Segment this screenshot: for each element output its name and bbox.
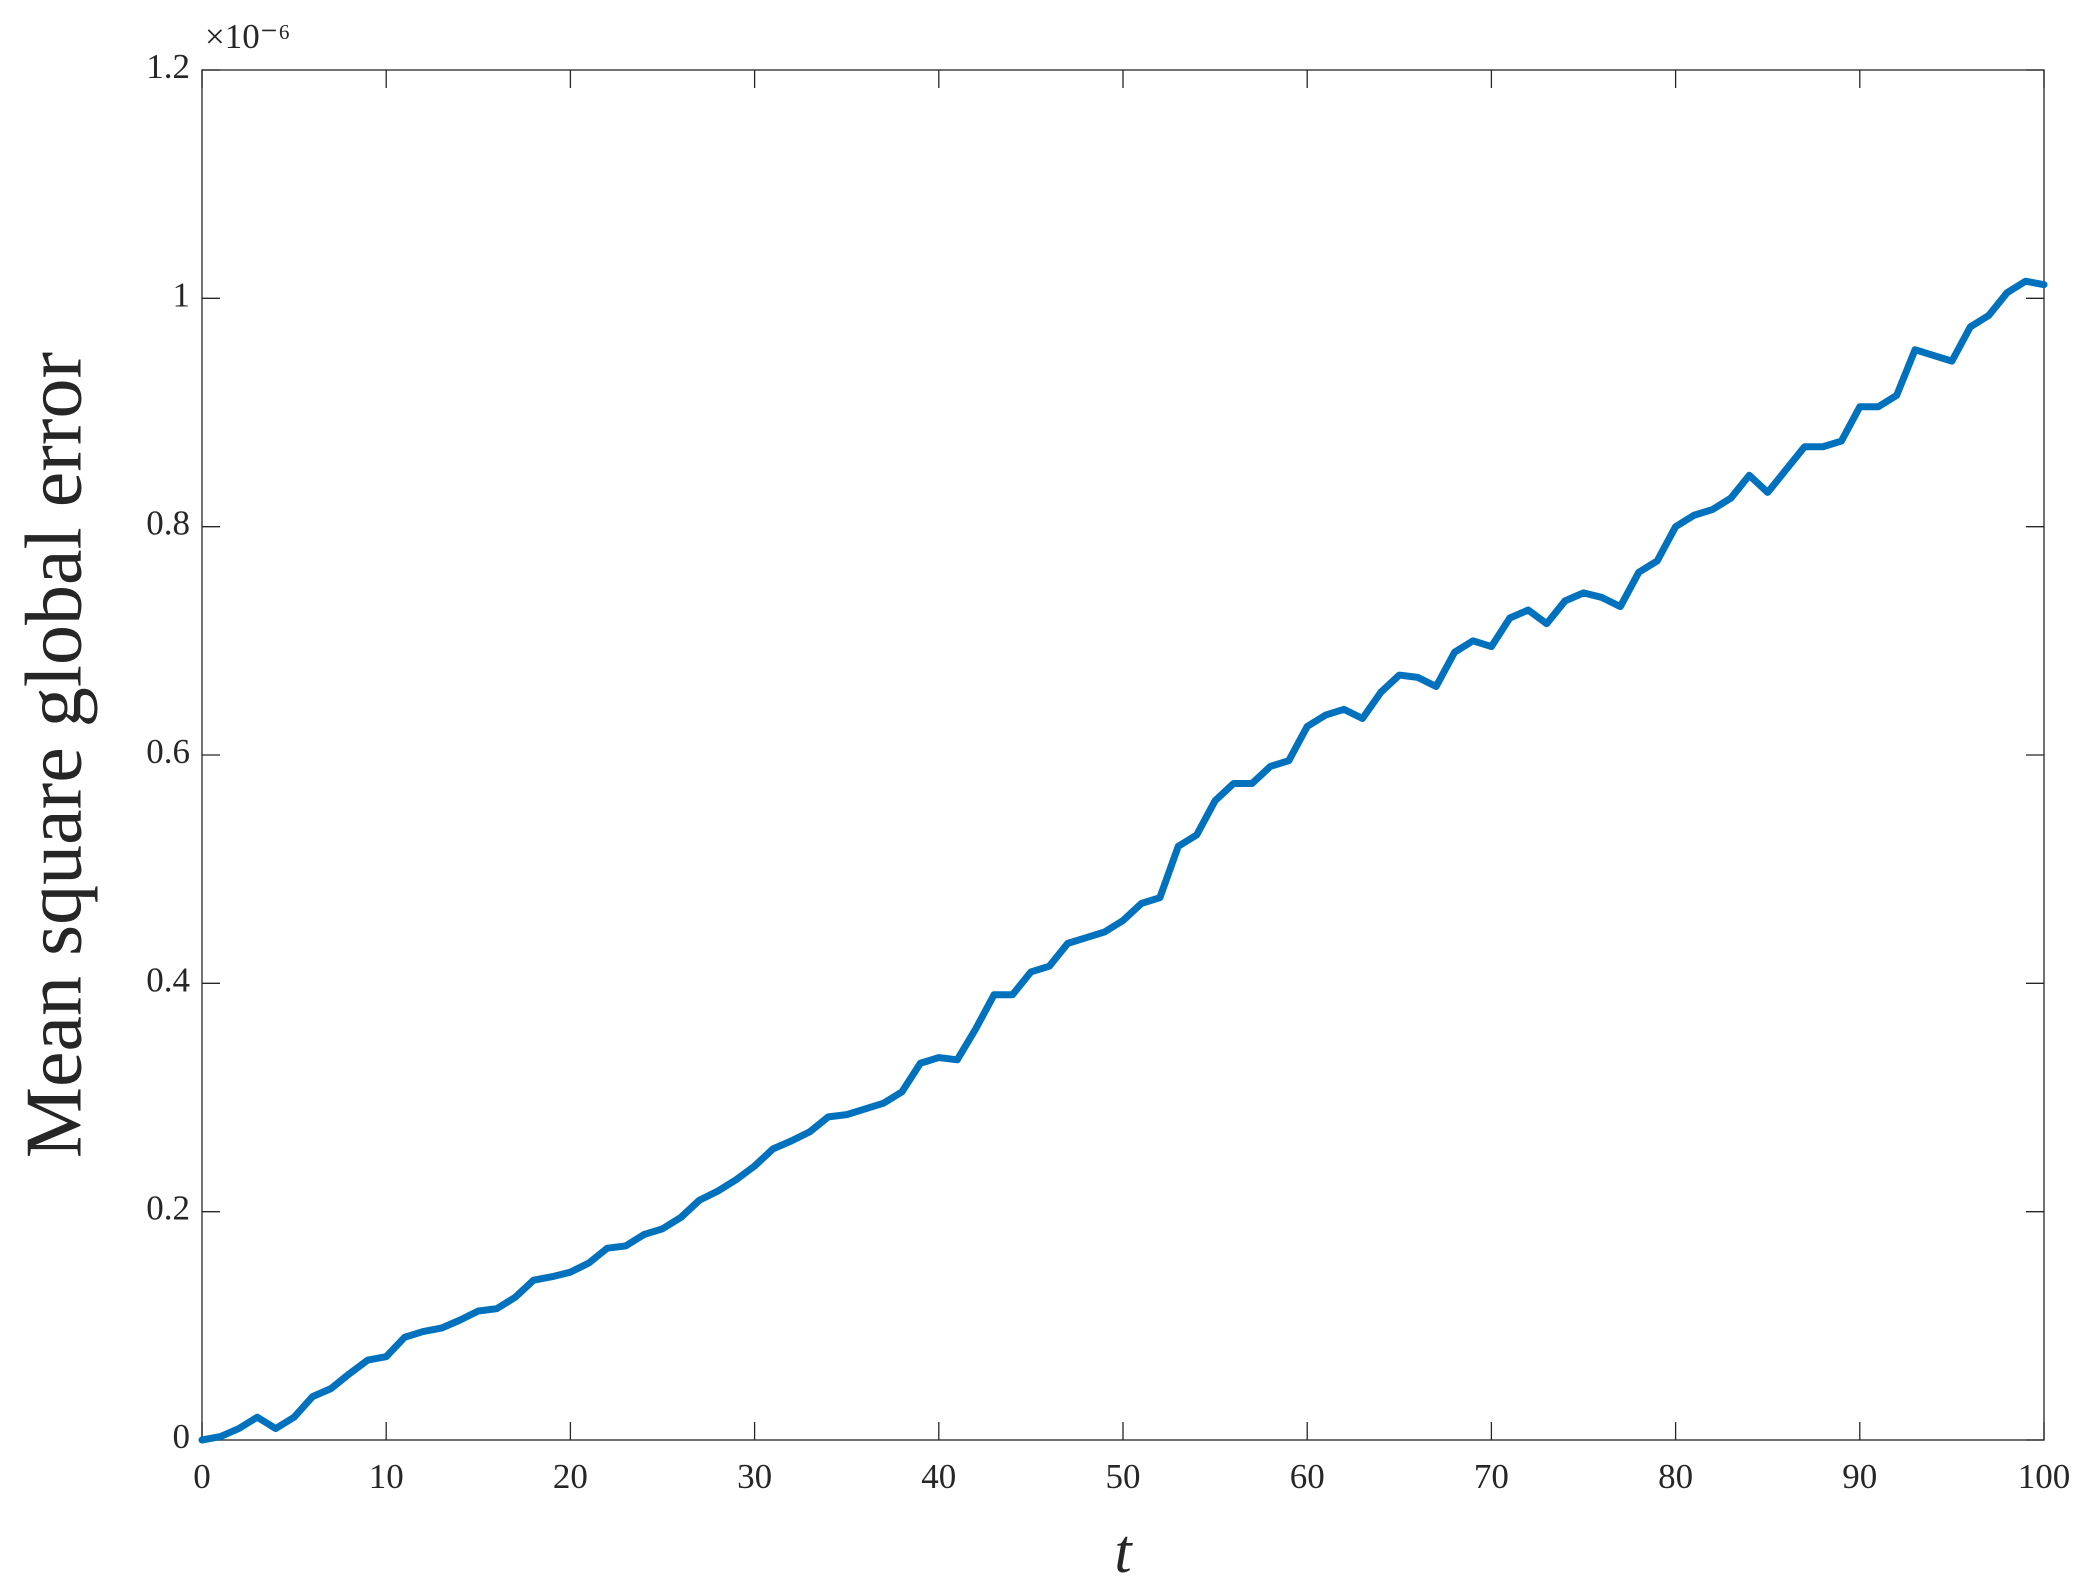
data-line	[198, 277, 2048, 1444]
y-axis-label: Mean square global error	[10, 352, 98, 1158]
x-axis-label: t	[1114, 1518, 1133, 1586]
y-tick-label: 0.4	[146, 960, 190, 999]
x-tick-label: 10	[369, 1457, 404, 1496]
x-tick-label: 20	[553, 1457, 588, 1496]
y-tick-label: 0.8	[146, 504, 190, 543]
y-tick-label: 0.6	[146, 732, 190, 771]
x-tick-label: 40	[921, 1457, 956, 1496]
y-tick-label: 0.2	[146, 1189, 190, 1228]
plot-frame	[201, 69, 2045, 1441]
x-tick-label: 60	[1290, 1457, 1325, 1496]
y-tick-label: 0	[173, 1417, 191, 1456]
x-tick-label: 30	[737, 1457, 772, 1496]
y-tick-label: 1.2	[146, 47, 190, 86]
x-tick-label: 100	[2018, 1457, 2071, 1496]
x-tick-label: 90	[1842, 1457, 1877, 1496]
y-scale-label: ×10⁻⁶	[205, 17, 290, 56]
x-tick-label: 80	[1658, 1457, 1693, 1496]
y-tick-label: 1	[173, 275, 191, 314]
x-tick-label: 70	[1474, 1457, 1509, 1496]
x-tick-label: 0	[193, 1457, 211, 1496]
x-tick-label: 50	[1106, 1457, 1141, 1496]
